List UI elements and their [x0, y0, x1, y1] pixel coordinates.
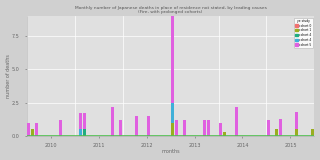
Bar	[27, 123, 30, 136]
X-axis label: months: months	[161, 149, 180, 154]
Y-axis label: number of deaths: number of deaths	[5, 54, 11, 98]
Bar	[79, 129, 82, 136]
Bar	[203, 120, 206, 136]
Bar	[135, 116, 138, 136]
Bar	[171, 0, 174, 103]
Bar	[147, 116, 150, 136]
Bar	[171, 103, 174, 123]
Bar	[295, 112, 298, 129]
Bar	[59, 120, 62, 136]
Bar	[83, 113, 86, 129]
Bar	[171, 123, 174, 136]
Bar	[111, 107, 114, 136]
Bar	[295, 129, 298, 136]
Legend: cohort 0, cohort 1, cohort 4, cohort 4, cohort 5: cohort 0, cohort 1, cohort 4, cohort 4, …	[294, 18, 313, 48]
Bar	[267, 120, 270, 136]
Bar	[279, 119, 282, 136]
Bar	[175, 120, 178, 136]
Title: Monthly number of Japanese deaths in place of residence not stated, by leading c: Monthly number of Japanese deaths in pla…	[75, 6, 267, 14]
Bar	[219, 123, 222, 136]
Bar	[275, 129, 278, 136]
Bar	[235, 107, 238, 136]
Bar	[31, 129, 34, 136]
Bar	[79, 113, 82, 129]
Bar	[35, 123, 38, 136]
Bar	[83, 129, 86, 136]
Bar	[183, 120, 186, 136]
Bar	[223, 132, 226, 136]
Bar	[119, 120, 122, 136]
Bar	[311, 129, 314, 136]
Bar	[207, 120, 210, 136]
